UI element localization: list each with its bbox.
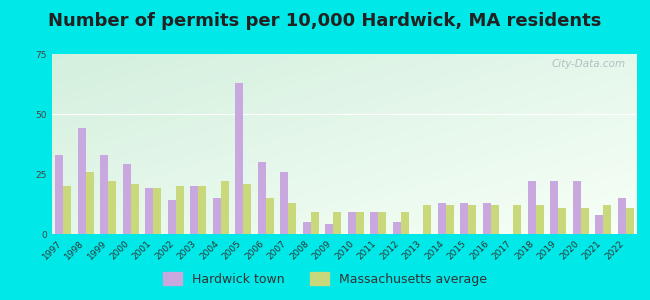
Bar [280, 172, 288, 234]
Bar [483, 203, 491, 234]
Bar [580, 208, 589, 234]
Bar [146, 188, 153, 234]
Bar [551, 181, 558, 234]
Bar [221, 181, 229, 234]
Bar [109, 181, 116, 234]
Bar [100, 155, 109, 234]
Bar [438, 203, 446, 234]
Text: Number of permits per 10,000 Hardwick, MA residents: Number of permits per 10,000 Hardwick, M… [48, 12, 602, 30]
Bar [378, 212, 386, 234]
Bar [168, 200, 176, 234]
Bar [55, 155, 63, 234]
Bar [266, 198, 274, 234]
Bar [333, 212, 341, 234]
Bar [258, 162, 266, 234]
Bar [514, 205, 521, 234]
Bar [573, 181, 580, 234]
Bar [536, 205, 543, 234]
Bar [528, 181, 536, 234]
Bar [423, 205, 431, 234]
Bar [243, 184, 251, 234]
Bar [303, 222, 311, 234]
Bar [311, 212, 318, 234]
Bar [626, 208, 634, 234]
Bar [176, 186, 183, 234]
Bar [86, 172, 94, 234]
Bar [326, 224, 333, 234]
Bar [198, 186, 206, 234]
Bar [348, 212, 356, 234]
Bar [401, 212, 409, 234]
Bar [356, 212, 363, 234]
Bar [235, 83, 243, 234]
Text: City-Data.com: City-Data.com [551, 59, 625, 69]
Bar [460, 203, 468, 234]
Legend: Hardwick town, Massachusetts average: Hardwick town, Massachusetts average [159, 267, 491, 291]
Bar [446, 205, 454, 234]
Bar [491, 205, 499, 234]
Bar [288, 203, 296, 234]
Bar [603, 205, 611, 234]
Bar [131, 184, 138, 234]
Bar [123, 164, 131, 234]
Bar [595, 215, 603, 234]
Bar [558, 208, 566, 234]
Bar [78, 128, 86, 234]
Bar [63, 186, 71, 234]
Bar [370, 212, 378, 234]
Bar [213, 198, 221, 234]
Bar [190, 186, 198, 234]
Bar [393, 222, 401, 234]
Bar [153, 188, 161, 234]
Bar [468, 205, 476, 234]
Bar [618, 198, 626, 234]
